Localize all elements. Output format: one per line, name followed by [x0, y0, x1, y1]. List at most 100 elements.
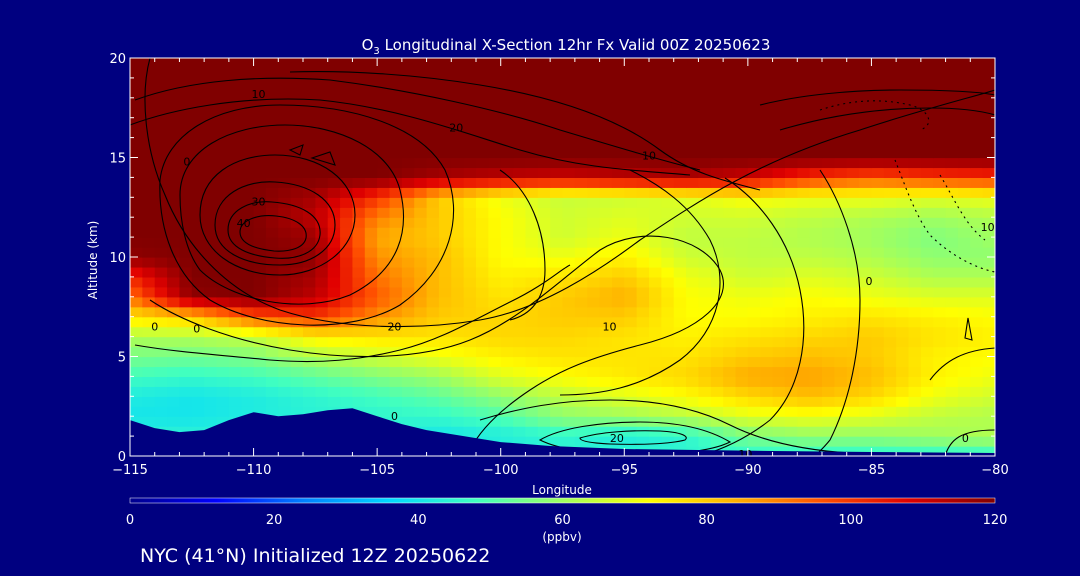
heatmap-cell: [228, 396, 242, 407]
heatmap-cell: [624, 197, 638, 208]
heatmap-cell: [587, 207, 601, 218]
heatmap-cell: [883, 346, 897, 358]
heatmap-cell: [883, 217, 897, 228]
heatmap-cell: [896, 137, 910, 149]
heatmap-cell: [142, 386, 156, 397]
heatmap-cell: [451, 316, 465, 328]
heatmap-cell: [315, 276, 329, 288]
heatmap-cell: [945, 396, 959, 407]
heatmap-cell: [130, 376, 143, 387]
heatmap-cell: [686, 257, 700, 268]
heatmap-cell: [327, 376, 341, 387]
heatmap-cell: [797, 436, 811, 447]
heatmap-cell: [649, 77, 662, 89]
heatmap-cell: [587, 356, 601, 368]
heatmap-cell: [377, 316, 391, 328]
heatmap-cell: [846, 396, 860, 407]
heatmap-cell: [191, 336, 205, 348]
heatmap-cell: [611, 187, 625, 198]
heatmap-cell: [130, 266, 143, 278]
heatmap-cell: [846, 296, 860, 308]
heatmap-cell: [822, 187, 835, 198]
heatmap-cell: [389, 187, 403, 198]
heatmap-cell: [340, 356, 354, 368]
heatmap-cell: [241, 217, 255, 228]
heatmap-cell: [204, 316, 218, 328]
heatmap-cell: [920, 286, 934, 298]
heatmap-cell: [957, 237, 971, 248]
heatmap-cell: [933, 157, 947, 169]
contour-line: [811, 169, 861, 456]
heatmap-cell: [500, 58, 514, 69]
heatmap-cell: [908, 416, 922, 427]
heatmap-cell: [525, 257, 539, 268]
heatmap-cell: [525, 157, 539, 169]
heatmap-cell: [636, 77, 650, 89]
heatmap-cell: [228, 107, 242, 119]
heatmap-cell: [476, 306, 489, 318]
heatmap-cell: [834, 446, 848, 456]
heatmap-cell: [698, 207, 712, 218]
heatmap-cell: [142, 157, 156, 169]
heatmap-cell: [352, 286, 366, 298]
heatmap-cell: [167, 227, 181, 238]
heatmap-cell: [154, 336, 168, 348]
heatmap-cell: [525, 416, 539, 427]
heatmap-cell: [883, 187, 897, 198]
heatmap-cell: [970, 296, 984, 308]
heatmap-cell: [340, 316, 354, 328]
heatmap-cell: [278, 346, 292, 358]
heatmap-cell: [253, 137, 267, 149]
heatmap-cell: [414, 257, 428, 268]
heatmap-cell: [834, 436, 848, 447]
heatmap-cell: [500, 356, 514, 368]
contour-label: 0: [183, 155, 190, 168]
heatmap-cell: [920, 207, 934, 218]
heatmap-cell: [191, 127, 205, 139]
heatmap-cell: [426, 217, 440, 228]
heatmap-cell: [822, 296, 835, 308]
heatmap-cell: [438, 107, 452, 119]
heatmap-cell: [945, 127, 959, 139]
heatmap-cell: [624, 376, 638, 387]
heatmap-cell: [686, 247, 700, 258]
contour-line: [964, 317, 973, 341]
heatmap-cell: [364, 58, 378, 69]
heatmap-cell: [920, 77, 934, 89]
heatmap-cell: [389, 137, 403, 149]
heatmap-cell: [871, 436, 885, 447]
heatmap-cell: [760, 157, 774, 169]
heatmap-cell: [723, 316, 737, 328]
heatmap-cell: [957, 167, 971, 178]
heatmap-cell: [241, 77, 255, 89]
heatmap-cell: [191, 257, 205, 268]
heatmap-cell: [710, 227, 724, 238]
heatmap-cell: [340, 147, 354, 159]
heatmap-cell: [760, 356, 774, 368]
contour-line: [144, 58, 995, 328]
heatmap-cell: [970, 446, 984, 456]
heatmap-cell: [228, 266, 242, 278]
heatmap-cell: [871, 316, 885, 328]
heatmap-cell: [846, 247, 860, 258]
heatmap-cell: [883, 326, 897, 338]
heatmap-cell: [389, 336, 403, 348]
heatmap-cell: [698, 117, 712, 129]
heatmap-cell: [587, 436, 601, 447]
heatmap-cell: [463, 67, 477, 79]
heatmap-cell: [883, 336, 897, 348]
heatmap-cell: [476, 316, 489, 328]
heatmap-cell: [537, 396, 551, 407]
heatmap-cell: [513, 77, 527, 89]
heatmap-cell: [352, 326, 366, 338]
heatmap-cell: [822, 197, 835, 208]
heatmap-cell: [290, 247, 304, 258]
heatmap-cell: [772, 346, 786, 358]
heatmap-cell: [710, 266, 724, 278]
heatmap-cell: [587, 257, 601, 268]
heatmap-cell: [525, 326, 539, 338]
heatmap-cell: [179, 77, 193, 89]
heatmap-cell: [290, 346, 304, 358]
heatmap-cell: [784, 446, 798, 456]
